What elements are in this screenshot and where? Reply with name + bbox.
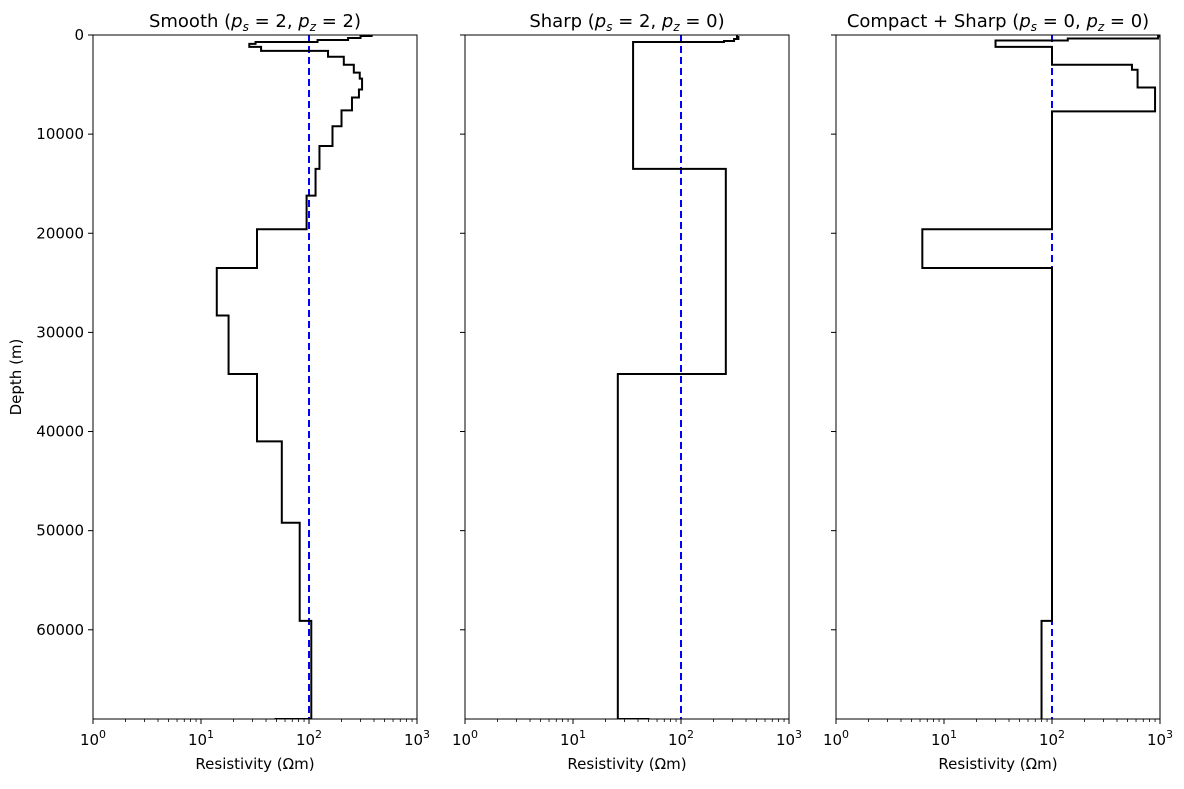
panel-2: Sharp (ps = 2, pz = 0) 100 101 102 103 Resist… — [452, 11, 802, 773]
x-tick-label: 102 — [668, 728, 694, 749]
x-tick-label: 103 — [404, 728, 430, 749]
y-tick-label: 50000 — [36, 522, 84, 540]
x-tick-label: 103 — [1147, 728, 1173, 749]
y-tick-label: 0 — [74, 26, 84, 44]
resistivity-profile-line — [215, 35, 373, 719]
panel-title: Compact + Sharp (ps = 0, pz = 0) — [847, 11, 1149, 34]
x-tick-label: 100 — [452, 728, 478, 749]
x-axis-label: Resistivity (Ωm) — [195, 755, 314, 773]
plot-frame — [92, 34, 418, 720]
y-tick-label: 40000 — [36, 423, 84, 441]
y-tick-label: 60000 — [36, 621, 84, 639]
y-tick-label: 30000 — [36, 323, 84, 341]
x-tick-label: 100 — [80, 728, 106, 749]
panel-title: Smooth (ps = 2, pz = 2) — [149, 11, 361, 34]
x-axis-label: Resistivity (Ωm) — [567, 755, 686, 773]
panel-1: Smooth (ps = 2, pz = 2) 100 101 102 103 Resis… — [7, 11, 430, 773]
plot-frame — [464, 34, 790, 720]
panel-3: Compact + Sharp (ps = 0, pz = 0) 100 101 10… — [823, 11, 1173, 773]
resistivity-profile-line — [921, 35, 1160, 719]
plot-frame — [835, 34, 1161, 720]
y-axis-label: Depth (m) — [7, 339, 25, 416]
x-tick-label: 103 — [776, 728, 802, 749]
panel-title: Sharp (ps = 2, pz = 0) — [529, 11, 724, 34]
x-axis-label: Resistivity (Ωm) — [938, 755, 1057, 773]
resistivity-profile-line — [616, 35, 740, 719]
y-tick-label: 20000 — [36, 224, 84, 242]
x-tick-label: 101 — [188, 728, 214, 749]
x-tick-label: 102 — [1039, 728, 1065, 749]
x-tick-label: 101 — [560, 728, 586, 749]
y-tick-label: 10000 — [36, 125, 84, 143]
x-tick-label: 100 — [823, 728, 849, 749]
x-tick-label: 101 — [931, 728, 957, 749]
x-tick-label: 102 — [296, 728, 322, 749]
